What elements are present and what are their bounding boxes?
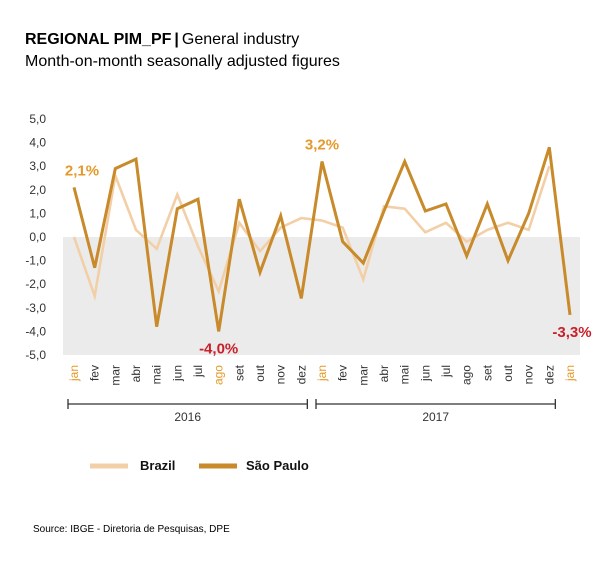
x-tick-label: ago	[460, 365, 474, 385]
y-tick-label: 3,0	[29, 159, 46, 173]
x-tick-label: jul	[439, 365, 453, 378]
x-tick-label: set	[480, 364, 494, 381]
y-tick-label: -4,0	[25, 324, 46, 338]
year-brackets: 2016 2017	[68, 399, 555, 424]
x-tick-label: ago	[212, 365, 226, 385]
x-tick-label: jul	[191, 365, 205, 378]
x-tick-label: out	[253, 364, 267, 381]
x-tick-label: jun	[170, 365, 184, 382]
y-tick-label: 0,0	[29, 230, 46, 244]
x-tick-label: abr	[377, 365, 391, 382]
x-tick-label: abr	[129, 365, 143, 382]
x-axis: jan fev mar abr mai jun jul ago set out nov dez jan f…	[67, 364, 577, 385]
x-tick-label: mar	[108, 365, 122, 386]
x-tick-label: jan	[315, 365, 329, 382]
negative-region	[63, 237, 580, 355]
y-tick-label: 1,0	[29, 206, 46, 220]
x-tick-label: out	[501, 364, 515, 381]
year-label: 2017	[422, 410, 449, 424]
y-tick-label: -1,0	[25, 254, 46, 268]
x-tick-label: jan	[67, 365, 81, 382]
source-note: Source: IBGE - Diretoria de Pesquisas, D…	[33, 524, 230, 535]
x-tick-label: jan	[563, 365, 577, 382]
legend-label: Brazil	[140, 458, 175, 473]
y-axis: 5,0 4,0 3,0 2,0 1,0 0,0 -1,0 -2,0 -3,0 -4,0 -5,0	[25, 112, 46, 362]
data-annotation: -3,3%	[552, 324, 591, 341]
line-chart: 5,0 4,0 3,0 2,0 1,0 0,0 -1,0 -2,0 -3,0 -4,0 -5,0 j…	[0, 0, 604, 557]
y-tick-label: -5,0	[25, 348, 46, 362]
data-annotation: 2,1%	[65, 162, 99, 179]
data-annotation: -4,0%	[199, 340, 238, 357]
y-tick-label: -3,0	[25, 301, 46, 315]
x-tick-label: dez	[542, 365, 556, 384]
y-tick-label: 4,0	[29, 136, 46, 150]
data-annotation: 3,2%	[305, 136, 339, 153]
chart-area: 5,0 4,0 3,0 2,0 1,0 0,0 -1,0 -2,0 -3,0 -4,0 -5,0 j…	[0, 0, 604, 557]
negative-region-layer	[63, 237, 580, 355]
x-tick-label: nov	[274, 365, 288, 384]
x-tick-label: fev	[88, 365, 102, 381]
x-tick-label: jun	[418, 365, 432, 382]
x-tick-label: nov	[522, 365, 536, 384]
x-tick-label: mai	[398, 365, 412, 384]
x-tick-label: mai	[150, 365, 164, 384]
legend-label: São Paulo	[246, 458, 309, 473]
year-label: 2016	[174, 410, 201, 424]
legend: Brazil São Paulo	[90, 458, 309, 473]
x-tick-label: mar	[356, 365, 370, 386]
y-tick-label: -2,0	[25, 277, 46, 291]
x-tick-label: set	[232, 364, 246, 381]
y-tick-label: 5,0	[29, 112, 46, 126]
x-tick-label: dez	[294, 365, 308, 384]
x-tick-label: fev	[336, 365, 350, 381]
y-tick-label: 2,0	[29, 183, 46, 197]
